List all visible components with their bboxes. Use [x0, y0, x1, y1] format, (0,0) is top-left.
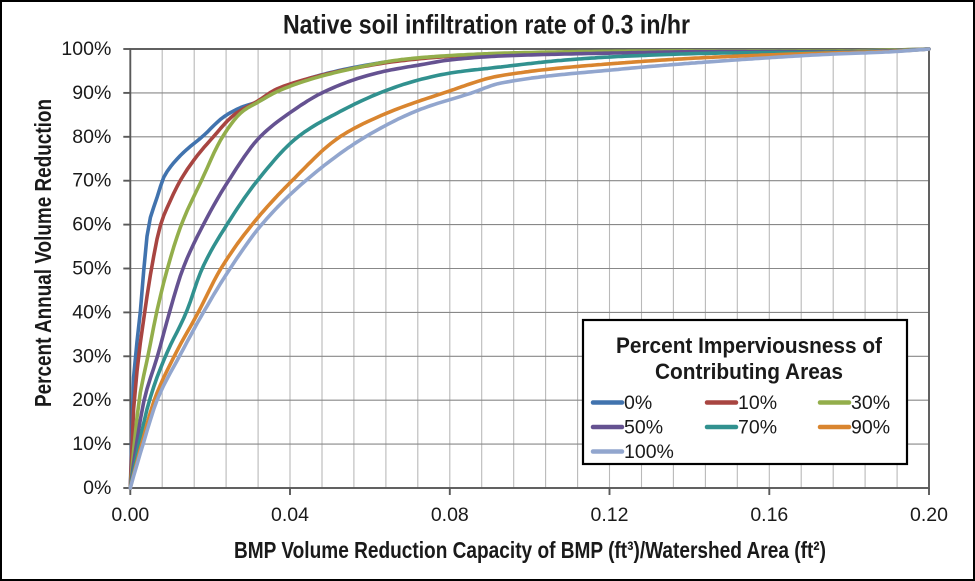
svg-text:0.00: 0.00 [111, 504, 149, 526]
svg-text:80%: 80% [72, 126, 111, 148]
svg-text:0.20: 0.20 [910, 504, 948, 526]
svg-text:10%: 10% [72, 433, 111, 455]
svg-text:BMP Volume Reduction Capacity: BMP Volume Reduction Capacity of BMP (ft… [234, 537, 826, 563]
svg-text:0.12: 0.12 [591, 504, 629, 526]
svg-text:30%: 30% [851, 392, 890, 414]
svg-text:Percent Annual Volume Reductio: Percent Annual Volume Reduction [30, 99, 56, 407]
svg-text:90%: 90% [72, 82, 111, 104]
svg-text:Native soil infiltration rate: Native soil infiltration rate of 0.3 in/… [283, 10, 690, 40]
svg-text:10%: 10% [738, 392, 777, 414]
svg-text:100%: 100% [61, 38, 111, 60]
svg-text:40%: 40% [72, 301, 111, 323]
svg-text:0.08: 0.08 [431, 504, 469, 526]
svg-text:0%: 0% [624, 392, 652, 414]
svg-text:30%: 30% [72, 345, 111, 367]
svg-text:0%: 0% [83, 477, 111, 499]
svg-text:100%: 100% [624, 441, 674, 463]
svg-text:60%: 60% [72, 214, 111, 236]
svg-text:0.04: 0.04 [271, 504, 309, 526]
svg-text:70%: 70% [72, 170, 111, 192]
svg-text:Percent Imperviousness of: Percent Imperviousness of [616, 333, 883, 358]
svg-text:90%: 90% [851, 417, 890, 439]
svg-text:70%: 70% [738, 417, 777, 439]
svg-text:0.16: 0.16 [750, 504, 788, 526]
svg-text:50%: 50% [624, 417, 663, 439]
svg-text:50%: 50% [72, 258, 111, 280]
svg-text:20%: 20% [72, 389, 111, 411]
svg-text:Contributing Areas: Contributing Areas [655, 359, 843, 384]
